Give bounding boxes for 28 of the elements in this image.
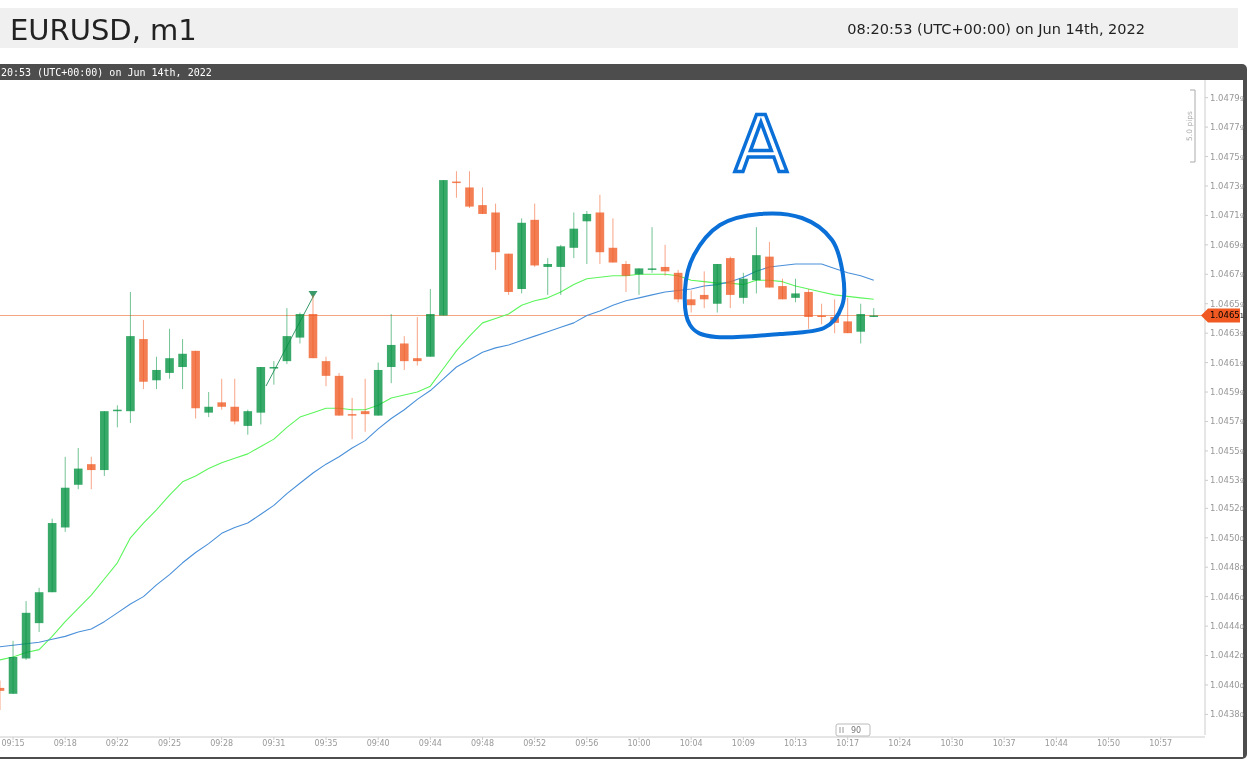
- x-tick-label: 10:13: [783, 739, 808, 748]
- x-tick-label: 10:00: [627, 739, 651, 748]
- x-tick-label: 10:57: [1149, 739, 1173, 748]
- x-tick-label: 09:25: [158, 739, 182, 748]
- x-tick-label: 09:35: [314, 739, 338, 748]
- chart-title: EURUSD, m1: [10, 13, 197, 47]
- x-tick-label: 09:31: [262, 739, 286, 748]
- x-tick-label: 09:56: [575, 739, 599, 748]
- x-tick-label: 10:09: [731, 739, 755, 748]
- x-tick-label: 09:44: [418, 739, 442, 748]
- chart-subtitle: 08:20:53 (UTC+00:00) on Jun 14th, 2022: [847, 21, 1145, 37]
- x-tick-label: 10:37: [992, 739, 1016, 748]
- x-tick-label: 10:04: [679, 739, 703, 748]
- x-tick-label: 09:22: [105, 739, 129, 748]
- x-tick-label: 09:40: [366, 739, 390, 748]
- annotation: A: [734, 100, 788, 190]
- x-tick-label: 10:44: [1044, 739, 1068, 748]
- text: 20:53 (UTC+00:00) on Jun 14th, 2022: [1, 67, 212, 78]
- x-tick-label: 10:50: [1096, 739, 1121, 748]
- x-tick-label: 09:18: [53, 739, 77, 748]
- x-tick-label: 09:15: [1, 739, 25, 748]
- annotation: 90: [851, 726, 862, 735]
- x-tick-label: 10:17: [836, 739, 860, 748]
- x-tick-label: 09:28: [210, 739, 234, 748]
- x-tick-label: 09:48: [470, 739, 495, 748]
- x-tick-label: 10:30: [940, 739, 964, 748]
- x-tick-label: 09:52: [523, 739, 547, 748]
- x-tick-label: 10:24: [888, 739, 912, 748]
